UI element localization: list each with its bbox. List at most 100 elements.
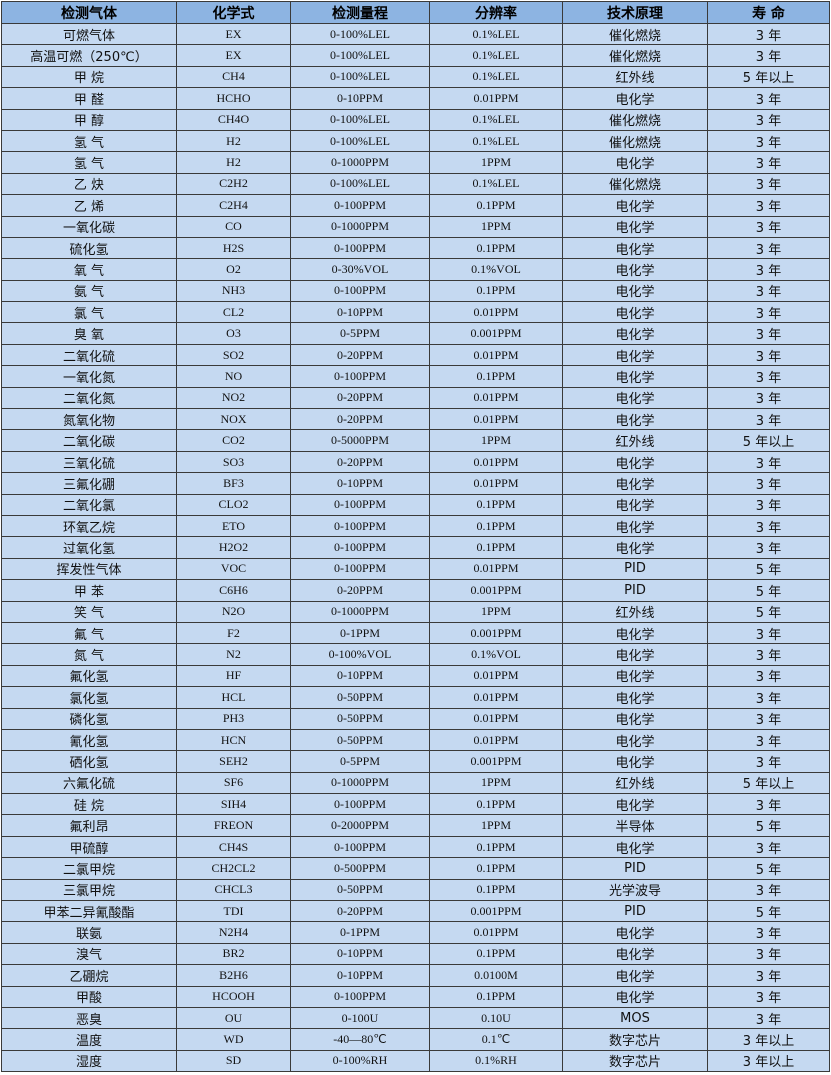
lifetime-cell: 5 年 <box>707 579 830 602</box>
formula-cell: SO3 <box>176 450 291 474</box>
gas-cell: 联氨 <box>1 921 177 944</box>
header-lifetime: 寿 命 <box>707 1 830 24</box>
lifetime-cell: 3 年 <box>707 707 830 730</box>
range-cell: 0-1000PPM <box>290 151 430 174</box>
table-row: 二氧化氮 NO2 0-20PPM 0.01PPM 电化学 3 年 <box>1 386 830 410</box>
formula-cell: B2H6 <box>176 964 291 987</box>
lifetime-cell: 3 年 <box>707 44 830 67</box>
range-cell: 0-5000PPM <box>290 429 430 452</box>
lifetime-cell: 3 年 <box>707 793 830 816</box>
gas-cell: 硒化氢 <box>1 750 177 773</box>
table-row: 三氟化硼 BF3 0-10PPM 0.01PPM 电化学 3 年 <box>1 472 830 495</box>
formula-cell: O2 <box>176 258 291 281</box>
table-row: 硅 烷 SIH4 0-100PPM 0.1PPM 电化学 3 年 <box>1 793 830 816</box>
range-cell: 0-100PPM <box>290 536 430 559</box>
resolution-cell: 0.1%LEL <box>429 108 563 131</box>
range-cell: 0-5PPM <box>290 750 430 773</box>
table-row: 联氨 N2H4 0-1PPM 0.01PPM 电化学 3 年 <box>1 921 830 944</box>
lifetime-cell: 3 年 <box>707 942 830 966</box>
gas-cell: 甲 烷 <box>1 65 177 89</box>
table-row: 硒化氢 SEH2 0-5PPM 0.001PPM 电化学 3 年 <box>1 750 830 773</box>
gas-cell: 氟利昂 <box>1 814 177 837</box>
resolution-cell: 0.1%LEL <box>429 172 563 196</box>
range-cell: 0-100%LEL <box>290 44 430 67</box>
lifetime-cell: 5 年 <box>707 814 830 837</box>
lifetime-cell: 5 年 <box>707 857 830 880</box>
formula-cell: BF3 <box>176 472 291 495</box>
formula-cell: SO2 <box>176 343 291 367</box>
table-row: 氟 气 F2 0-1PPM 0.001PPM 电化学 3 年 <box>1 621 830 645</box>
principle-cell: 红外线 <box>562 600 708 623</box>
principle-cell: 电化学 <box>562 87 708 110</box>
table-row: 二氧化氯 CLO2 0-100PPM 0.1PPM 电化学 3 年 <box>1 493 830 516</box>
resolution-cell: 0.1PPM <box>429 236 563 260</box>
gas-cell: 甲 醇 <box>1 108 177 131</box>
formula-cell: SF6 <box>176 771 291 795</box>
resolution-cell: 0.1PPM <box>429 279 563 303</box>
principle-cell: 红外线 <box>562 771 708 795</box>
table-row: 氢 气 H2 0-100%LEL 0.1%LEL 催化燃烧 3 年 <box>1 129 830 153</box>
header-gas: 检测气体 <box>1 1 177 24</box>
principle-cell: 数字芯片 <box>562 1028 708 1051</box>
header-principle: 技术原理 <box>562 1 708 24</box>
resolution-cell: 0.1PPM <box>429 985 563 1008</box>
gas-cell: 氨 气 <box>1 279 177 303</box>
table-row: 甲硫醇 CH4S 0-100PPM 0.1PPM 电化学 3 年 <box>1 835 830 859</box>
formula-cell: C6H6 <box>176 579 291 602</box>
range-cell: 0-100PPM <box>290 236 430 260</box>
principle-cell: 电化学 <box>562 450 708 474</box>
range-cell: 0-100%LEL <box>290 65 430 89</box>
formula-cell: CLO2 <box>176 493 291 516</box>
table-row: 氟化氢 HF 0-10PPM 0.01PPM 电化学 3 年 <box>1 664 830 688</box>
table-row: 氟利昂 FREON 0-2000PPM 1PPM 半导体 5 年 <box>1 814 830 837</box>
principle-cell: 电化学 <box>562 472 708 495</box>
formula-cell: C2H2 <box>176 172 291 196</box>
formula-cell: N2 <box>176 643 291 666</box>
range-cell: 0-100U <box>290 1006 430 1030</box>
lifetime-cell: 3 年 <box>707 536 830 559</box>
principle-cell: 电化学 <box>562 686 708 709</box>
formula-cell: H2 <box>176 129 291 153</box>
range-cell: 0-20PPM <box>290 343 430 367</box>
gas-cell: 三氟化硼 <box>1 472 177 495</box>
resolution-cell: 0.1%VOL <box>429 643 563 666</box>
principle-cell: 电化学 <box>562 215 708 238</box>
formula-cell: TDI <box>176 900 291 923</box>
gas-cell: 二氧化碳 <box>1 429 177 452</box>
formula-cell: EX <box>176 22 291 46</box>
gas-cell: 甲 苯 <box>1 579 177 602</box>
range-cell: 0-100PPM <box>290 279 430 303</box>
resolution-cell: 0.1PPM <box>429 493 563 516</box>
header-range: 检测量程 <box>290 1 430 24</box>
resolution-cell: 0.1PPM <box>429 857 563 880</box>
lifetime-cell: 5 年 <box>707 557 830 581</box>
formula-cell: CH2CL2 <box>176 857 291 880</box>
principle-cell: 电化学 <box>562 258 708 281</box>
resolution-cell: 0.01PPM <box>429 921 563 944</box>
range-cell: 0-10PPM <box>290 964 430 987</box>
gas-cell: 溴气 <box>1 942 177 966</box>
principle-cell: 电化学 <box>562 365 708 388</box>
gas-cell: 三氯甲烷 <box>1 878 177 902</box>
formula-cell: NOX <box>176 408 291 431</box>
resolution-cell: 0.01PPM <box>429 301 563 324</box>
range-cell: 0-10PPM <box>290 942 430 966</box>
gas-cell: 甲 醛 <box>1 87 177 110</box>
formula-cell: F2 <box>176 621 291 645</box>
table-row: 甲酸 HCOOH 0-100PPM 0.1PPM 电化学 3 年 <box>1 985 830 1008</box>
resolution-cell: 0.1%LEL <box>429 129 563 153</box>
principle-cell: 电化学 <box>562 322 708 345</box>
formula-cell: CO <box>176 215 291 238</box>
resolution-cell: 1PPM <box>429 771 563 795</box>
formula-cell: HCOOH <box>176 985 291 1008</box>
lifetime-cell: 3 年 <box>707 129 830 153</box>
table-row: 甲 醛 HCHO 0-10PPM 0.01PPM 电化学 3 年 <box>1 87 830 110</box>
lifetime-cell: 3 年 <box>707 22 830 46</box>
gas-cell: 一氧化氮 <box>1 365 177 388</box>
table-row: 甲苯二异氰酸酯 TDI 0-20PPM 0.001PPM PID 5 年 <box>1 900 830 923</box>
principle-cell: 红外线 <box>562 65 708 89</box>
principle-cell: 电化学 <box>562 728 708 752</box>
gas-cell: 高温可燃（250℃） <box>1 44 177 67</box>
lifetime-cell: 5 年以上 <box>707 65 830 89</box>
gas-cell: 二氯甲烷 <box>1 857 177 880</box>
